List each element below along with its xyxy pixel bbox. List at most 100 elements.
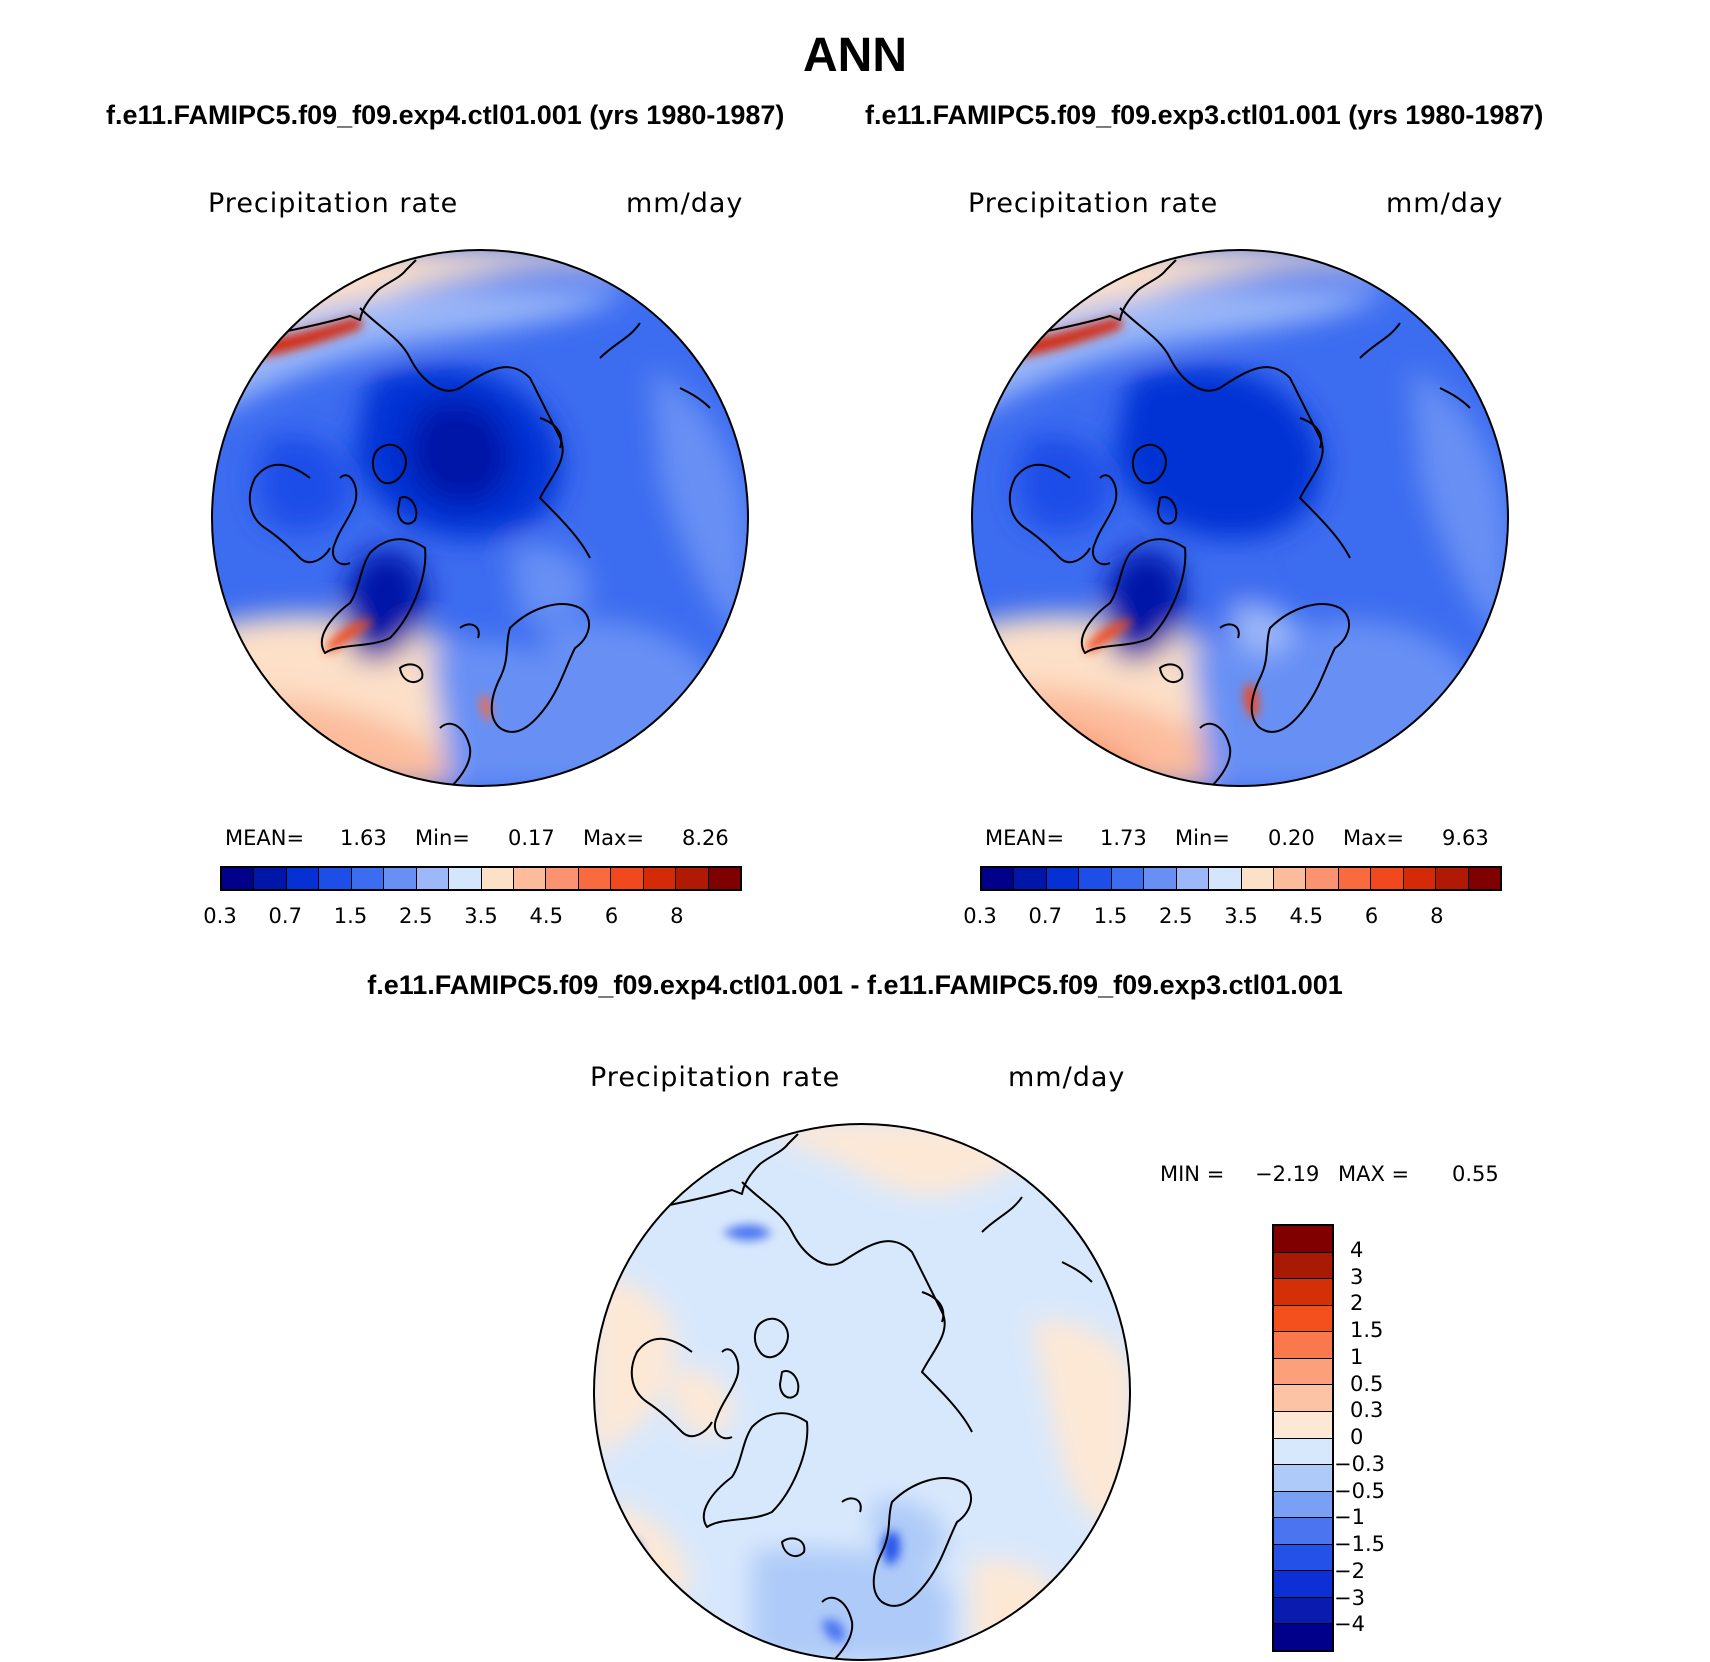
- colorbar-tick-label: 3.5: [464, 904, 498, 928]
- colorbar-swatch: [1274, 1465, 1332, 1492]
- colorbar-tick-label: 8: [670, 904, 684, 928]
- panel-1-max-label: Max=: [583, 826, 645, 850]
- diff-colorbar-ticks: 4 3 2 1.5 1 0.5 0.3 0 −0.3 −0.5 −1 −1.5 −2 −3 −4: [1334, 1224, 1440, 1652]
- diff-min-label: MIN =: [1160, 1162, 1225, 1186]
- diff-case-title: f.e11.FAMIPC5.f09_f09.exp4.ctl01.001 - f…: [367, 970, 1343, 1000]
- panel-1-colorbar: [220, 866, 742, 891]
- panel-1-polar-map: [210, 248, 750, 788]
- colorbar-swatch: [1274, 1305, 1332, 1333]
- colorbar-swatch: [1306, 868, 1339, 889]
- colorbar-tick-label: 1.5: [1350, 1318, 1384, 1342]
- colorbar-swatch: [384, 868, 417, 889]
- colorbar-tick-label: −2: [1334, 1558, 1365, 1583]
- colorbar-tick-label: −3: [1334, 1585, 1365, 1610]
- colorbar-swatch: [982, 868, 1015, 889]
- colorbar-tick-label: 0.7: [1028, 904, 1062, 928]
- colorbar-tick-label: −4: [1334, 1612, 1365, 1637]
- panel-1-variable: Precipitation rate: [208, 188, 459, 219]
- colorbar-tick-label: 1.5: [1093, 904, 1128, 928]
- colorbar-swatch: [1273, 868, 1307, 889]
- colorbar-swatch: [611, 868, 644, 889]
- panel-1-units: mm/day: [626, 188, 744, 219]
- panel-1-min-value: 0.17: [508, 826, 555, 850]
- diff-coastlines: [621, 1133, 1093, 1660]
- diff-min-value: −2.19: [1255, 1162, 1320, 1186]
- colorbar-tick-label: 4.5: [1289, 904, 1323, 928]
- panel-2-units: mm/day: [1386, 188, 1504, 219]
- colorbar-tick-label: −1.5: [1334, 1532, 1385, 1556]
- colorbar-swatch: [1274, 1571, 1332, 1598]
- colorbar-swatch: [1338, 868, 1372, 889]
- panel-1-max-value: 8.26: [682, 826, 729, 850]
- page-title: ANN: [803, 29, 907, 82]
- colorbar-swatch: [1468, 868, 1500, 889]
- colorbar-swatch: [676, 868, 709, 889]
- colorbar-tick-label: −0.5: [1334, 1478, 1385, 1503]
- panel-2-min-label: Min=: [1175, 826, 1230, 850]
- colorbar-tick-label: 8: [1430, 904, 1444, 928]
- colorbar-swatch: [578, 868, 612, 889]
- colorbar-tick-label: 0.7: [268, 904, 302, 928]
- colorbar-swatch: [449, 868, 482, 889]
- panel-2-max-label: Max=: [1343, 826, 1405, 850]
- panel-2-polar-map: [970, 248, 1510, 788]
- colorbar-swatch: [1274, 1385, 1332, 1412]
- diff-variable: Precipitation rate: [590, 1062, 841, 1093]
- colorbar-swatch: [286, 868, 320, 889]
- colorbar-swatch: [1274, 1491, 1332, 1519]
- colorbar-tick-label: 0: [1350, 1425, 1364, 1449]
- colorbar-tick-label: 0.3: [1350, 1398, 1384, 1423]
- colorbar-swatch: [1274, 1544, 1332, 1572]
- colorbar-swatch: [416, 868, 450, 889]
- colorbar-tick-label: −0.3: [1334, 1451, 1385, 1476]
- colorbar-swatch: [1274, 1597, 1332, 1625]
- colorbar-swatch: [1274, 1438, 1332, 1466]
- colorbar-swatch: [1274, 1624, 1332, 1650]
- colorbar-swatch: [546, 868, 579, 889]
- colorbar-swatch: [513, 868, 547, 889]
- colorbar-tick-label: 4: [1350, 1237, 1364, 1262]
- panel-2-colorbar-ticks: 0.3 0.7 1.5 2.5 3.5 4.5 6 8: [963, 900, 1502, 930]
- panel-2-mean-label: MEAN=: [985, 826, 1065, 850]
- panel-1-case-title: f.e11.FAMIPC5.f09_f09.exp4.ctl01.001 (yr…: [106, 100, 785, 130]
- panel-1-coastlines: [239, 259, 711, 786]
- colorbar-swatch: [222, 868, 255, 889]
- colorbar-tick-label: 1: [1350, 1344, 1364, 1369]
- panel-1-map-border: [211, 249, 749, 787]
- colorbar-swatch: [1274, 1518, 1332, 1545]
- colorbar-tick-label: 3: [1350, 1264, 1364, 1289]
- panel-1-min-label: Min=: [415, 826, 470, 850]
- colorbar-swatch: [1274, 1332, 1332, 1359]
- panel-1-mean-value: 1.63: [340, 826, 387, 850]
- colorbar-swatch: [1274, 1358, 1332, 1386]
- panel-1-mean-label: MEAN=: [225, 826, 305, 850]
- colorbar-swatch: [351, 868, 385, 889]
- colorbar-swatch: [1209, 868, 1242, 889]
- colorbar-tick-label: 4.5: [529, 904, 563, 928]
- diff-units: mm/day: [1008, 1062, 1126, 1093]
- colorbar-tick-label: 3.5: [1224, 904, 1258, 928]
- colorbar-swatch: [1436, 868, 1469, 889]
- colorbar-tick-label: 0.3: [203, 904, 237, 928]
- panel-2-variable: Precipitation rate: [968, 188, 1219, 219]
- colorbar-swatch: [254, 868, 287, 889]
- colorbar-tick-label: −1: [1334, 1505, 1365, 1530]
- colorbar-tick-label: 0.3: [963, 904, 997, 928]
- colorbar-tick-label: 2.5: [1159, 904, 1193, 928]
- diff-max-label: MAX =: [1338, 1162, 1410, 1186]
- colorbar-swatch: [1274, 1226, 1332, 1253]
- colorbar-swatch: [319, 868, 352, 889]
- diff-max-value: 0.55: [1452, 1162, 1499, 1186]
- colorbar-swatch: [1144, 868, 1177, 889]
- panel-1-colorbar-ticks: 0.3 0.7 1.5 2.5 3.5 4.5 6 8: [203, 900, 742, 930]
- diff-colorbar: [1272, 1224, 1334, 1652]
- colorbar-swatch: [708, 868, 740, 889]
- colorbar-tick-label: 2.5: [399, 904, 433, 928]
- colorbar-swatch: [1274, 1279, 1332, 1306]
- colorbar-tick-label: 2: [1350, 1291, 1364, 1316]
- panel-2-map-border: [971, 249, 1509, 787]
- colorbar-swatch: [481, 868, 514, 889]
- colorbar-swatch: [1403, 868, 1437, 889]
- panel-2-max-value: 9.63: [1442, 826, 1489, 850]
- colorbar-swatch: [1274, 1411, 1332, 1439]
